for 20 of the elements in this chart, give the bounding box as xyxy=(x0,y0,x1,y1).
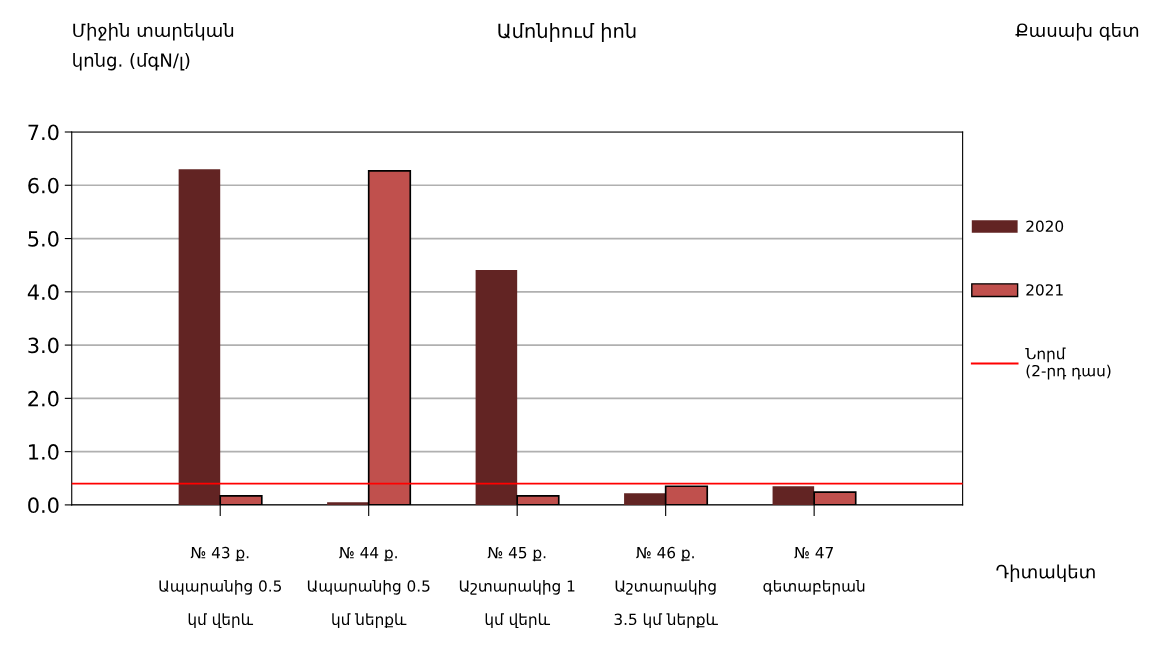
y-tick-label: 4.0 xyxy=(27,284,59,301)
y-tick-label: 6.0 xyxy=(28,177,59,194)
y-tick-label: 7.0 xyxy=(28,124,59,141)
y-tick-label: 0.0 xyxy=(28,497,59,514)
category-label: № 46 ք. Աշտարակից 3.5 կմ ներքև xyxy=(614,546,718,629)
text: Քասախ գետ xyxy=(1015,23,1139,41)
legend-label: 2021 xyxy=(1026,284,1063,296)
y-tick-label: 5.0 xyxy=(28,231,59,247)
y-tick-label: 2.0 xyxy=(28,390,59,407)
category-label: № 43 ք. Ապարանից 0.5 կմ վերև xyxy=(159,546,281,629)
category-label: № 45 ք. Աշտարակից 1 կմ վերև xyxy=(459,547,575,629)
legend-label: Նորմ (2-րդ դաս) xyxy=(1025,347,1111,380)
y-axis-title: Միջին տարեկան կոնց. (մգN/լ) xyxy=(73,23,234,71)
category-label: № 47 գետաբերան xyxy=(763,547,865,595)
y-tick-label: 1.0 xyxy=(29,444,59,460)
category-label: № 44 ք. Ապարանից 0.5 կմ ներքև xyxy=(307,547,430,629)
y-tick-label: 3.0 xyxy=(28,337,59,354)
legend-label: 2020 xyxy=(1026,220,1064,233)
chart-title: Ամոնիում իոն xyxy=(498,23,636,42)
x-axis-title: Դիտակետ xyxy=(996,564,1095,583)
